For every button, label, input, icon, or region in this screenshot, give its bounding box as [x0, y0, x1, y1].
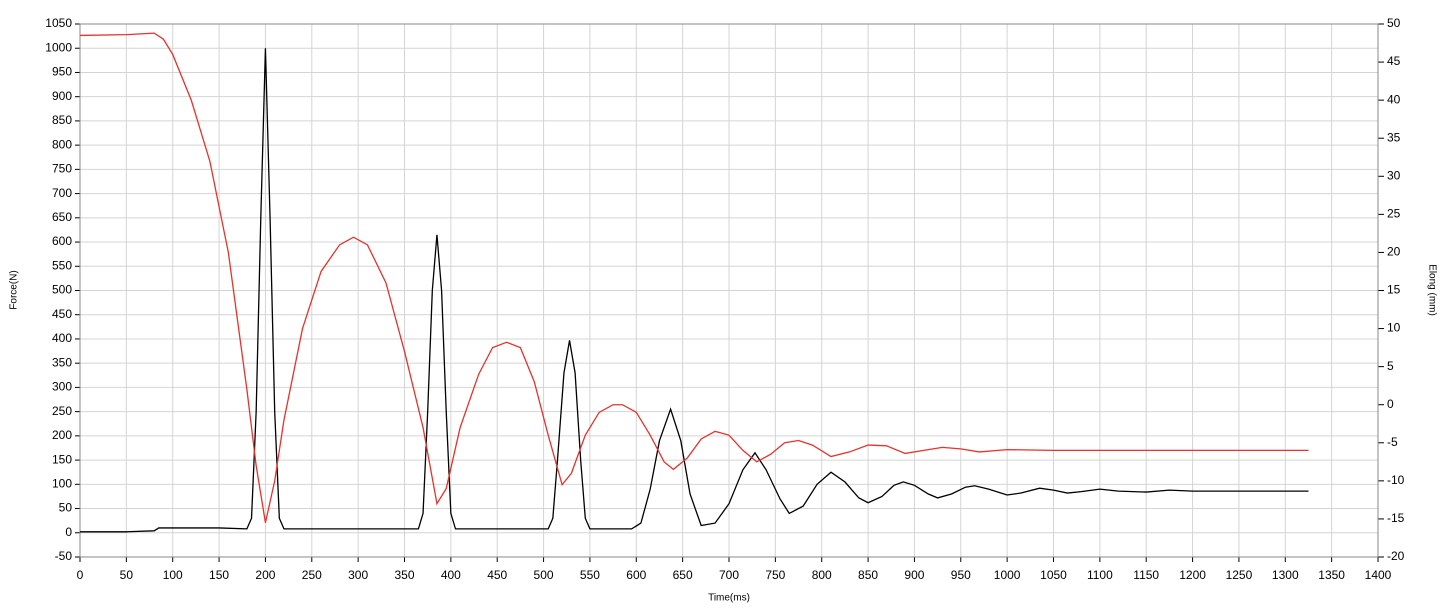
y2-axis-title: Elong (mm) — [1426, 264, 1437, 316]
y-tick-label: -50 — [55, 549, 73, 563]
y2-tick-label: 0 — [1387, 397, 1394, 411]
y-tick-label: 500 — [52, 283, 72, 297]
y-tick-label: 250 — [52, 404, 72, 418]
y2-tick-label: -5 — [1387, 435, 1398, 449]
x-tick-label: 600 — [626, 568, 646, 582]
y-tick-label: 1050 — [45, 16, 72, 30]
x-tick-label: 1150 — [1133, 568, 1159, 582]
x-tick-label: 950 — [951, 568, 971, 582]
y-tick-label: 800 — [52, 137, 72, 151]
x-tick-label: 1100 — [1087, 568, 1113, 582]
x-tick-label: 1300 — [1272, 568, 1299, 582]
y2-tick-label: 35 — [1387, 130, 1401, 144]
y-tick-label: 450 — [52, 307, 72, 321]
y-tick-label: 200 — [52, 428, 72, 442]
y2-tick-label: 30 — [1387, 168, 1401, 182]
y-tick-label: 600 — [52, 234, 72, 248]
x-tick-label: 350 — [394, 568, 414, 582]
x-tick-label: 200 — [255, 568, 275, 582]
x-tick-label: 100 — [163, 568, 183, 582]
x-tick-label: 750 — [765, 568, 785, 582]
y-tick-label: 900 — [52, 89, 72, 103]
y-tick-label: 400 — [52, 331, 72, 345]
x-tick-label: 900 — [904, 568, 924, 582]
y-tick-label: 650 — [52, 210, 72, 224]
x-tick-label: 700 — [719, 568, 739, 582]
series-line — [79, 32, 1309, 523]
y-tick-label: 300 — [52, 380, 72, 394]
y2-tick-label: -20 — [1387, 549, 1405, 563]
x-tick-label: 1200 — [1179, 568, 1206, 582]
y2-tick-label: -10 — [1387, 473, 1405, 487]
y-tick-label: 550 — [52, 258, 72, 272]
x-tick-label: 850 — [858, 568, 878, 582]
x-tick-label: 1050 — [1040, 568, 1067, 582]
x-tick-label: 1400 — [1365, 568, 1392, 582]
x-tick-label: 1000 — [994, 568, 1021, 582]
x-tick-label: 500 — [534, 568, 554, 582]
x-tick-label: 300 — [348, 568, 368, 582]
y-tick-label: 850 — [52, 113, 72, 127]
y2-tick-label: 50 — [1387, 16, 1401, 30]
y2-tick-label: 15 — [1387, 283, 1401, 297]
y2-tick-label: 45 — [1387, 54, 1401, 68]
x-axis-title: Time(ms) — [708, 593, 750, 604]
y-tick-label: 750 — [52, 162, 72, 176]
y-tick-label: 100 — [52, 476, 72, 490]
y2-tick-label: -15 — [1387, 511, 1405, 525]
y2-tick-label: 40 — [1387, 92, 1401, 106]
y-tick-label: 150 — [52, 452, 72, 466]
y-tick-label: 0 — [65, 525, 72, 539]
x-tick-label: 450 — [487, 568, 507, 582]
x-tick-label: 1250 — [1226, 568, 1253, 582]
x-tick-label: 50 — [120, 568, 134, 582]
y2-tick-label: 5 — [1387, 359, 1394, 373]
x-tick-label: 800 — [812, 568, 832, 582]
x-tick-label: 0 — [77, 568, 84, 582]
x-tick-label: 650 — [673, 568, 693, 582]
x-tick-label: 400 — [441, 568, 461, 582]
y-tick-label: 350 — [52, 355, 72, 369]
y-tick-label: 50 — [59, 501, 73, 515]
x-tick-label: 150 — [209, 568, 229, 582]
plot-border — [79, 23, 1379, 558]
y-tick-label: 700 — [52, 186, 72, 200]
y2-tick-label: 20 — [1387, 245, 1401, 259]
x-tick-label: 550 — [580, 568, 600, 582]
y-tick-label: 950 — [52, 65, 72, 79]
y2-tick-label: 25 — [1387, 207, 1401, 221]
y2-tick-label: 10 — [1387, 321, 1401, 335]
x-tick-label: 1350 — [1318, 568, 1345, 582]
y-tick-label: 1000 — [45, 40, 72, 54]
series-line — [80, 48, 1309, 533]
x-tick-label: 250 — [302, 568, 322, 582]
y-axis-title: Force(N) — [9, 270, 20, 309]
